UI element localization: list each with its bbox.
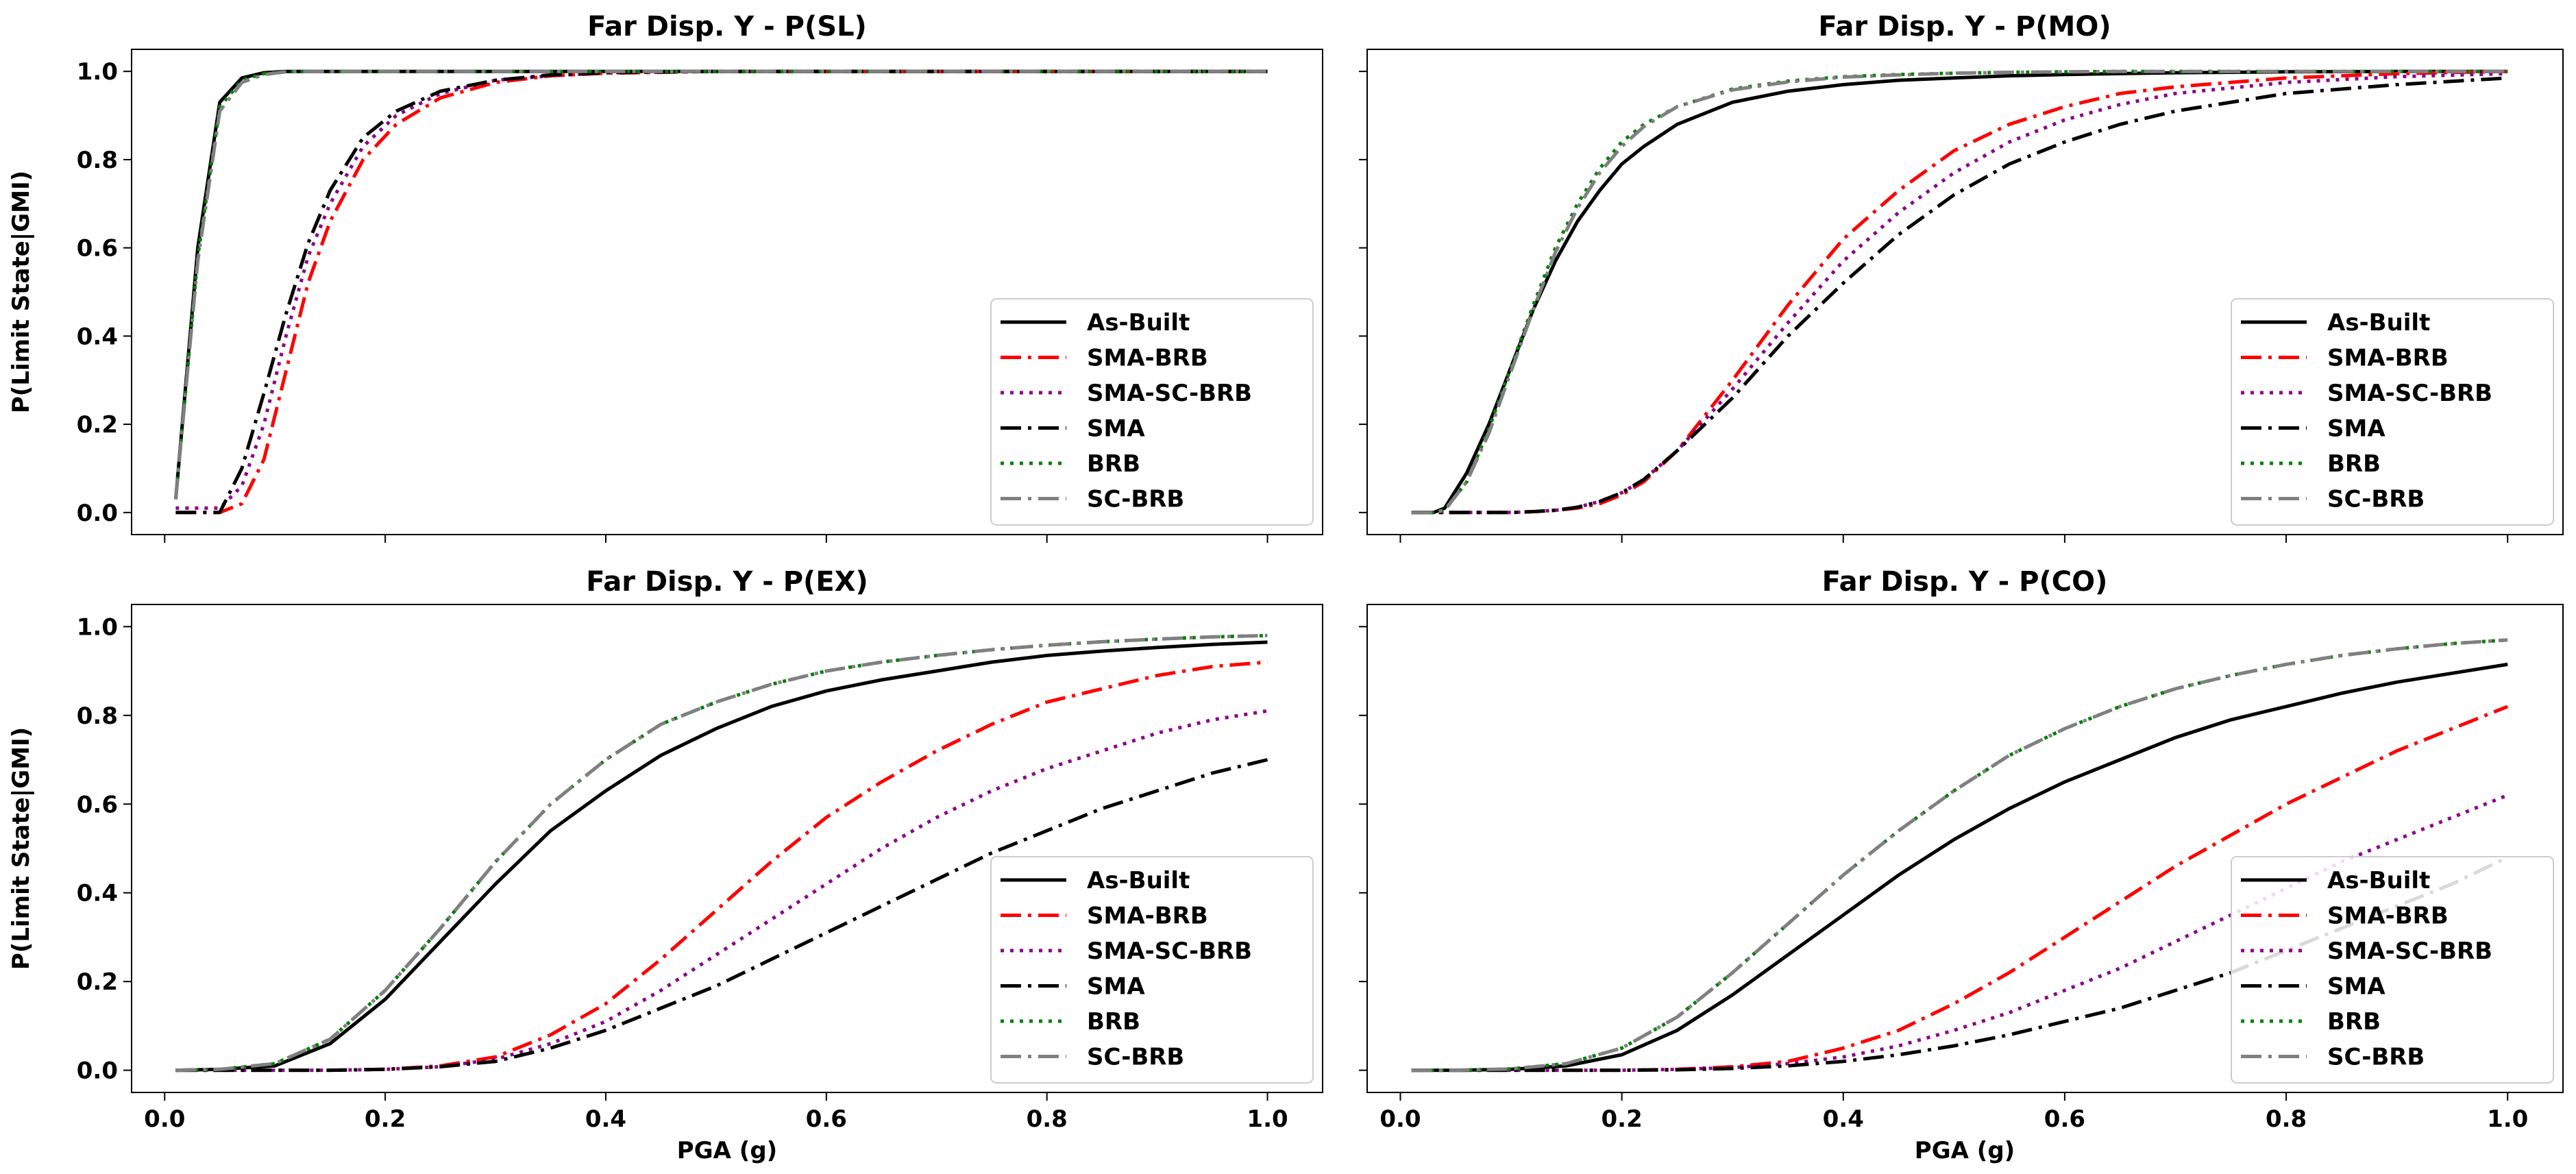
panel-title: Far Disp. Y - P(SL) (587, 11, 867, 42)
panel-title: Far Disp. Y - P(CO) (1822, 566, 2108, 598)
legend-label: SMA-BRB (2327, 345, 2449, 372)
legend-label: SMA-BRB (1087, 345, 1208, 372)
legend-label: SMA-SC-BRB (1087, 938, 1252, 965)
x-axis-label: PGA (g) (1915, 1137, 2015, 1164)
series-line-as-built (1411, 662, 2508, 1073)
y-tick-label: 0.0 (77, 1057, 118, 1085)
series-line-sc-brb (175, 633, 1268, 1073)
series-line-sma-brb (175, 69, 1268, 515)
panel-ex: Far Disp. Y - P(EX) P(Limit State|GMI) P… (8, 566, 1323, 1164)
legend-label: SMA-SC-BRB (1087, 380, 1252, 407)
series-line-sc-brb (1411, 638, 2508, 1073)
x-tick-label: 0.6 (2044, 1105, 2085, 1133)
plot-frame (131, 604, 1323, 1093)
legend-label: BRB (2327, 450, 2381, 478)
y-tick-label: 0.6 (77, 235, 118, 262)
y-tick-label: 0.4 (77, 880, 118, 907)
x-tick-label: 0.8 (2266, 1105, 2307, 1133)
legend-label: SC-BRB (2327, 1044, 2425, 1071)
legend-label: SMA-BRB (1087, 903, 1208, 930)
x-tick-label: 0.0 (144, 1105, 185, 1133)
legend (990, 298, 1314, 526)
plot-frame (131, 49, 1323, 535)
legend-label: SMA-BRB (2327, 903, 2449, 930)
x-axis-label: PGA (g) (677, 1137, 777, 1164)
legend-label: SMA (2327, 973, 2385, 1001)
series-line-as-built (175, 640, 1268, 1073)
panel-sl: Far Disp. Y - P(SL) P(Limit State|GMI) 0… (8, 11, 1323, 543)
legend-label: As-Built (1087, 867, 1190, 894)
y-axis-label: P(Limit State|GMI) (8, 171, 35, 413)
x-tick-label: 0.0 (1379, 1105, 1421, 1133)
legend (990, 856, 1314, 1084)
series-line-sma (1411, 76, 2508, 515)
legend-label: SC-BRB (1087, 486, 1184, 513)
y-tick-label: 0.8 (77, 147, 118, 174)
series-line-brb (175, 633, 1268, 1073)
series-line-sma-brb (1411, 705, 2509, 1073)
legend-label: As-Built (2327, 867, 2430, 894)
legend-label: SMA-SC-BRB (2327, 938, 2492, 965)
plot-frame (1366, 49, 2564, 535)
legend-label: BRB (1087, 450, 1140, 478)
legend-label: SMA-SC-BRB (2327, 380, 2492, 407)
legend-label: As-Built (2327, 309, 2430, 337)
series-line-sma-brb (175, 660, 1268, 1073)
legend-label: SMA (1087, 415, 1145, 443)
panel-title: Far Disp. Y - P(EX) (586, 566, 868, 598)
legend-label: SC-BRB (2327, 486, 2425, 513)
y-tick-label: 0.2 (77, 968, 118, 996)
x-tick-label: 0.4 (585, 1105, 626, 1133)
legend (2231, 856, 2554, 1084)
legend-label: SC-BRB (1087, 1044, 1184, 1071)
y-axis-label: P(Limit State|GMI) (8, 727, 35, 970)
y-tick-label: 0.2 (77, 411, 118, 439)
y-tick-label: 1.0 (77, 58, 118, 86)
x-tick-label: 0.6 (806, 1105, 847, 1133)
series-line-sc-brb (173, 69, 1268, 500)
legend-label: SMA (2327, 415, 2385, 443)
legend (2231, 298, 2554, 526)
y-tick-label: 0.8 (77, 702, 118, 730)
legend-label: BRB (1087, 1008, 1140, 1036)
panel-mo: Far Disp. Y - P(MO) As-Built SMA-BRB SMA-S… (1359, 11, 2564, 543)
x-tick-label: 0.8 (1027, 1105, 1068, 1133)
series-line-as-built (1411, 69, 2508, 515)
x-tick-label: 0.2 (1602, 1105, 1643, 1133)
y-tick-label: 0.4 (77, 323, 118, 350)
y-tick-label: 1.0 (77, 613, 118, 641)
legend-label: BRB (2327, 1008, 2381, 1036)
legend-label: As-Built (1087, 309, 1190, 337)
series-line-sma-sc-brb (1411, 793, 2509, 1073)
series-line-sma (1411, 855, 2509, 1073)
y-tick-label: 0.6 (77, 791, 118, 818)
series-line-sma-sc-brb (175, 709, 1268, 1073)
x-tick-label: 0.2 (365, 1105, 406, 1133)
series-line-sma (175, 758, 1268, 1073)
x-tick-label: 0.4 (1823, 1105, 1864, 1133)
y-tick-label: 0.0 (77, 500, 118, 527)
series-line-sc-brb (1411, 69, 2508, 515)
x-tick-label: 1.0 (1247, 1105, 1288, 1133)
x-tick-label: 1.0 (2487, 1105, 2528, 1133)
legend-label: SMA (1087, 973, 1145, 1001)
panel-co: Far Disp. Y - P(CO) PGA (g) 0.0 0.2 0.4 0.6… (1359, 566, 2564, 1164)
plot-frame (1366, 604, 2564, 1093)
panel-title: Far Disp. Y - P(MO) (1818, 11, 2111, 42)
